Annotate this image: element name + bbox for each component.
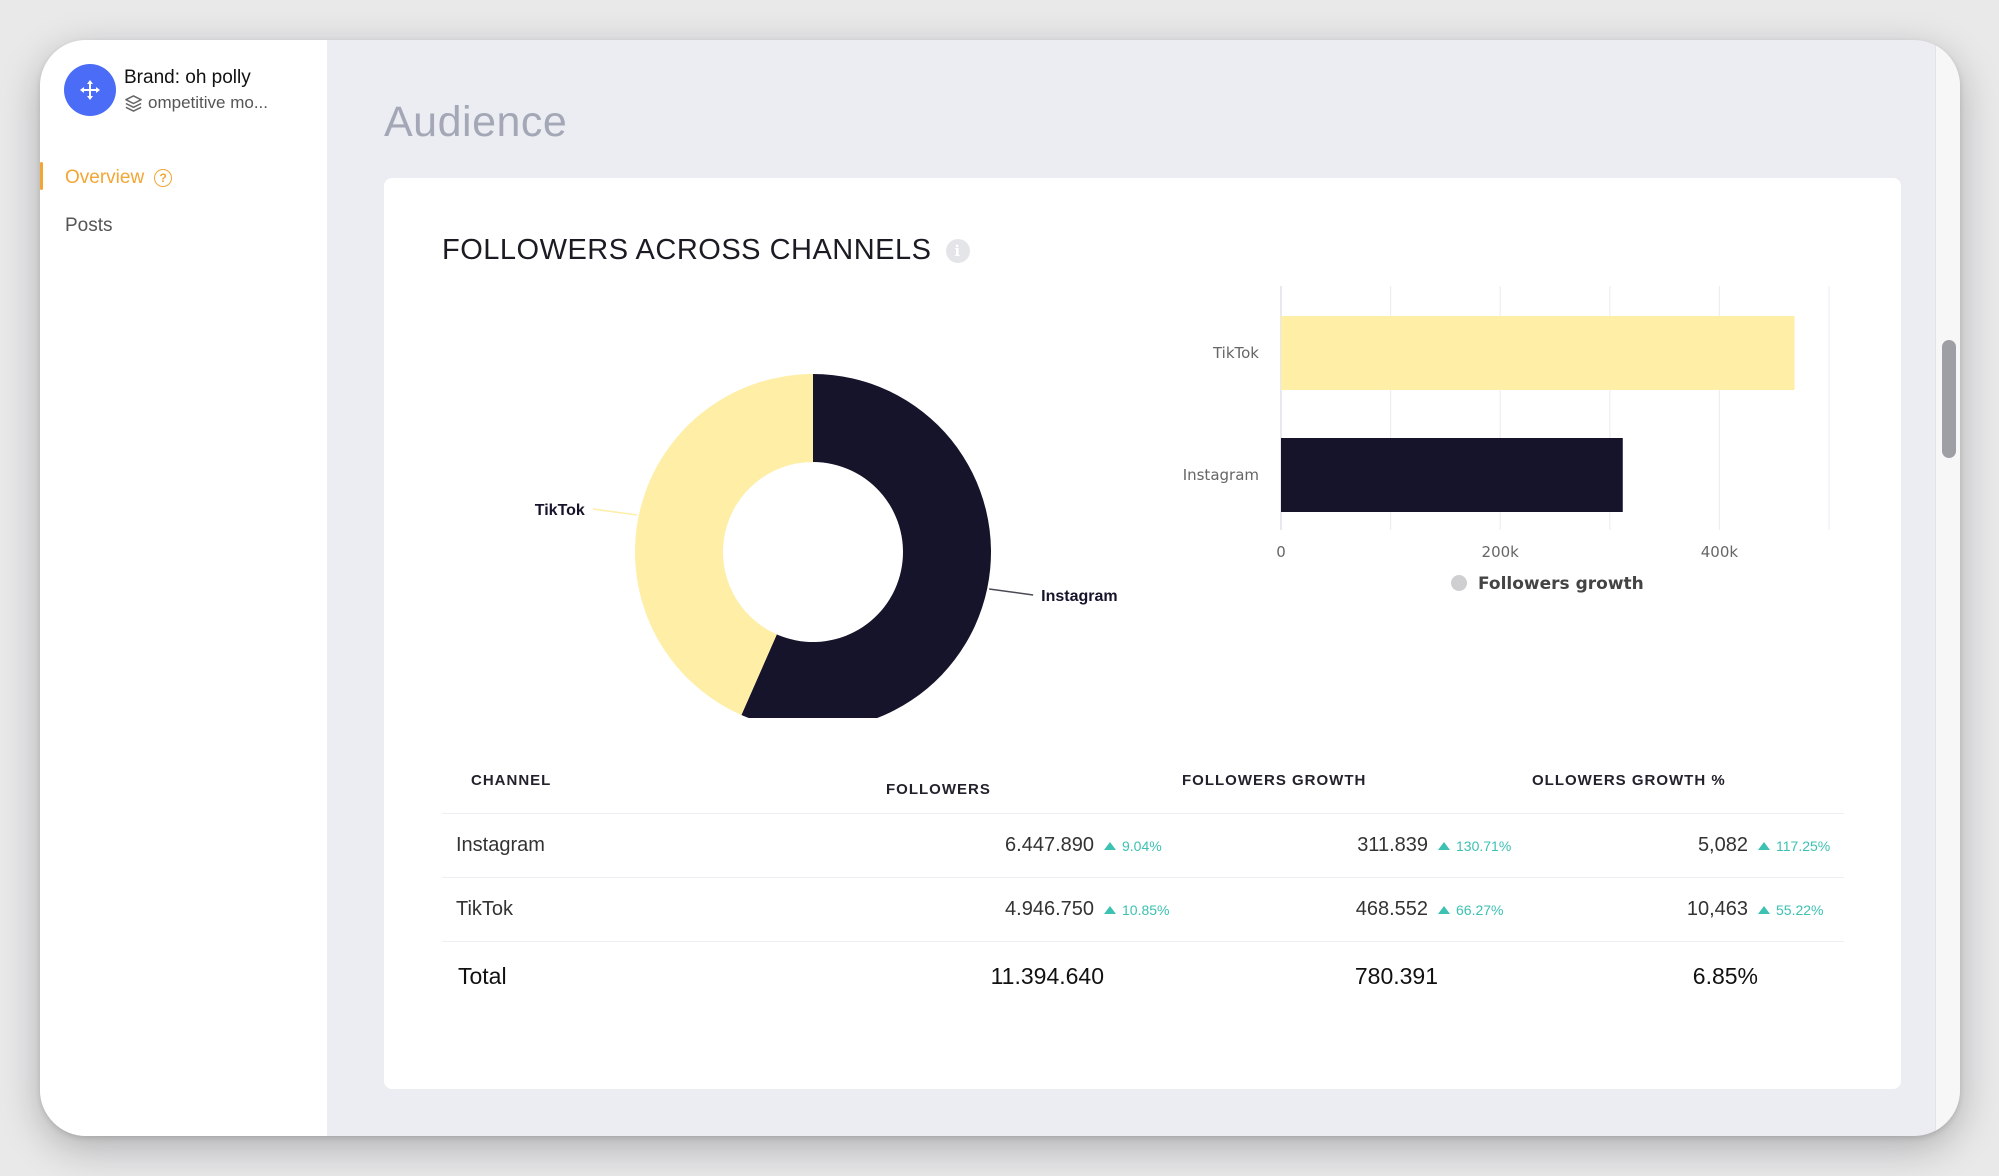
cell-growth: 468.552 — [1355, 898, 1428, 920]
up-arrow-icon — [1758, 905, 1770, 914]
followers-card: FOLLOWERS ACROSS CHANNELS i Instagram Tik… — [384, 178, 1901, 1089]
header-channel[interactable]: CHANNEL — [471, 772, 552, 789]
header-followers-growth-pct[interactable]: OLLOWERS GROWTH % — [1532, 772, 1726, 789]
brand-switcher[interactable]: Brand: oh polly ompetitive mo... — [64, 64, 268, 116]
total-growth: 780.391 — [1354, 962, 1438, 989]
x-tick-label: 200k — [1482, 543, 1520, 561]
growth-pct-delta: 55.22% — [1776, 901, 1824, 918]
help-icon[interactable]: ? — [154, 169, 173, 187]
sidebar: Brand: oh polly ompetitive mo... Overvie… — [40, 40, 327, 1136]
cell-followers: 4.946.750 — [1005, 898, 1094, 920]
page-title: Audience — [384, 98, 568, 146]
total-followers: 11.394.640 — [990, 962, 1104, 989]
cell-followers: 6.447.890 — [1005, 834, 1094, 856]
legend-swatch — [1451, 575, 1467, 591]
brand-name: Brand: oh polly — [124, 67, 251, 88]
up-arrow-icon — [1438, 905, 1450, 914]
table-total-row: Total 11.394.640 780.391 6.85% — [442, 942, 1844, 1010]
up-arrow-icon — [1104, 905, 1116, 914]
brand-logo — [64, 64, 116, 116]
move-icon — [80, 80, 100, 100]
total-label: Total — [458, 962, 507, 989]
y-tick-label: Instagram — [1183, 466, 1259, 484]
sidebar-item-posts[interactable]: Posts — [40, 202, 327, 250]
donut-slice-instagram[interactable] — [741, 374, 991, 718]
table-row[interactable]: Instagram 6.447.890 9.04% 311.839 130.71… — [442, 814, 1844, 878]
donut-label-tiktok: TikTok — [535, 502, 585, 519]
growth-delta: 130.71% — [1456, 837, 1512, 854]
sidebar-item-overview[interactable]: Overview ? — [40, 154, 327, 202]
table-row[interactable]: TikTok 4.946.750 10.85% 468.552 66.27% 1… — [442, 878, 1844, 942]
layers-icon — [125, 94, 142, 112]
info-icon[interactable]: i — [945, 238, 970, 263]
card-title-text: FOLLOWERS ACROSS CHANNELS — [442, 234, 932, 266]
cell-growth-pct: 10,463 — [1686, 898, 1748, 920]
followers-donut-chart: Instagram TikTok — [535, 374, 1118, 718]
x-tick-label: 400k — [1701, 543, 1739, 561]
app-window: Brand: oh polly ompetitive mo... Overvie… — [40, 40, 1960, 1136]
up-arrow-icon — [1758, 841, 1770, 850]
sidebar-nav: Overview ? Posts — [40, 154, 327, 250]
brand-subtitle: ompetitive mo... — [148, 93, 268, 112]
legend-label[interactable]: Followers growth — [1478, 574, 1644, 594]
followers-growth-bar-chart: TikTok Instagram 0 200k 400k Followers growth — [1183, 286, 1830, 594]
bar-instagram[interactable] — [1281, 438, 1623, 512]
followers-delta: 10.85% — [1122, 901, 1170, 918]
donut-label-line — [989, 588, 1034, 596]
channels-table: CHANNEL FOLLOWERS FOLLOWERS GROWTH OLLOW… — [442, 748, 1844, 1010]
vertical-scrollbar[interactable] — [1935, 40, 1960, 1136]
total-growth-pct: 6.85% — [1692, 962, 1758, 989]
growth-pct-delta: 117.25% — [1776, 837, 1831, 854]
growth-delta: 66.27% — [1456, 901, 1504, 918]
sidebar-item-label: Posts — [65, 215, 113, 236]
donut-slice-tiktok[interactable] — [634, 374, 813, 715]
bar-tiktok[interactable] — [1281, 316, 1795, 390]
donut-label-line — [592, 508, 637, 516]
up-arrow-icon — [1104, 841, 1116, 850]
card-title: FOLLOWERS ACROSS CHANNELS i — [442, 234, 970, 267]
cell-channel: Instagram — [456, 834, 545, 856]
y-tick-label: TikTok — [1212, 344, 1259, 362]
scrollbar-thumb[interactable] — [1942, 340, 1956, 458]
x-tick-label: 0 — [1276, 543, 1286, 561]
cell-channel: TikTok — [456, 898, 514, 920]
followers-delta: 9.04% — [1122, 837, 1162, 854]
cell-growth-pct: 5,082 — [1697, 834, 1748, 856]
up-arrow-icon — [1438, 841, 1450, 850]
donut-label-instagram: Instagram — [1041, 588, 1117, 605]
sidebar-item-label: Overview — [65, 167, 145, 188]
cell-growth: 311.839 — [1357, 834, 1428, 856]
table-header: CHANNEL FOLLOWERS FOLLOWERS GROWTH OLLOW… — [442, 748, 1844, 814]
header-followers-growth[interactable]: FOLLOWERS GROWTH — [1182, 772, 1367, 789]
